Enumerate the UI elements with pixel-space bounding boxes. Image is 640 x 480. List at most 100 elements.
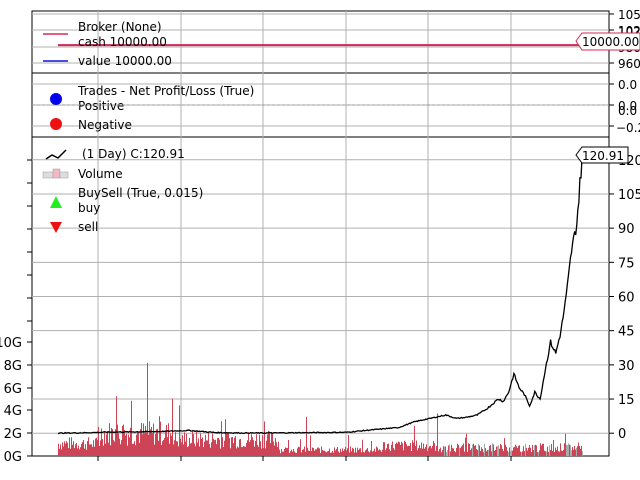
volume-bar (194, 443, 195, 456)
volume-bar (327, 451, 328, 456)
volume-bar (428, 448, 429, 456)
volume-bar (242, 447, 243, 456)
volume-bar (155, 434, 156, 456)
volume-bar (482, 448, 483, 456)
volume-bar (79, 449, 80, 456)
volume-bar (408, 445, 409, 456)
trades-legend-title: Trades - Net Profit/Loss (True) (77, 84, 254, 98)
volume-bar (326, 452, 327, 456)
volume-bar (399, 442, 400, 456)
volume-bar (306, 416, 307, 456)
price-y-tick-label: 15 (618, 393, 635, 408)
volume-bar (93, 440, 94, 456)
volume-bar (150, 429, 151, 456)
volume-bar (208, 432, 209, 456)
volume-bar (325, 451, 326, 456)
volume-bar (538, 451, 539, 456)
volume-bar (310, 435, 311, 456)
volume-bar (373, 450, 374, 456)
volume-bar (300, 439, 301, 456)
volume-bar (278, 441, 279, 456)
volume-bar (441, 452, 442, 456)
volume-bar (263, 448, 264, 456)
volume-bar (245, 446, 246, 456)
volume-bar (355, 447, 356, 456)
volume-bar (552, 450, 553, 456)
volume-bar (75, 444, 76, 456)
volume-bar (181, 442, 182, 456)
volume-bar (282, 451, 283, 456)
volume-bar (359, 448, 360, 456)
volume-bar (239, 439, 240, 456)
volume-bar (262, 435, 263, 456)
volume-bar (341, 451, 342, 456)
volume-bar (405, 441, 406, 456)
volume-bar (62, 442, 63, 456)
volume-bar (168, 423, 169, 456)
volume-bar (311, 451, 312, 456)
volume-bar (572, 446, 573, 456)
volume-bar (547, 446, 548, 456)
volume-bar (519, 445, 520, 456)
volume-bar (348, 435, 349, 456)
volume-bar (61, 449, 62, 456)
volume-bar (504, 438, 505, 456)
volume-bar (177, 441, 178, 456)
volume-bar (295, 452, 296, 456)
volume-bar (131, 400, 132, 456)
volume-bar (394, 449, 395, 456)
volume-bar (250, 440, 251, 456)
volume-bar (91, 444, 92, 456)
volume-bar (532, 444, 533, 456)
volume-bar (558, 451, 559, 456)
volume-bar (475, 445, 476, 456)
volume-bar (63, 446, 64, 456)
volume-bar (76, 442, 77, 456)
volume-bar (393, 448, 394, 456)
volume-bar (134, 441, 135, 456)
volume-bar (110, 445, 111, 456)
volume-bar (241, 446, 242, 456)
volume-bar (528, 447, 529, 456)
volume-bar (103, 445, 104, 456)
volume-bar (162, 441, 163, 456)
volume-bar (508, 452, 509, 456)
volume-bar (238, 447, 239, 456)
volume-bar (123, 424, 124, 456)
volume-bar (422, 448, 423, 456)
volume-bar (271, 431, 272, 456)
price-y-tick-label: 105 (618, 188, 640, 203)
volume-bar (582, 451, 583, 456)
volume-bar (484, 443, 485, 456)
volume-bar (480, 450, 481, 456)
volume-bar (340, 448, 341, 456)
volume-bar (222, 437, 223, 456)
volume-bar (392, 441, 393, 456)
volume-bar (573, 449, 574, 456)
volume-bar (129, 437, 130, 456)
volume-bar (506, 446, 507, 456)
volume-bar (376, 446, 377, 456)
price-series-line (57, 157, 583, 435)
volume-bar (334, 447, 335, 456)
volume-bar (85, 444, 86, 456)
volume-bar (125, 435, 126, 456)
volume-bar (182, 435, 183, 456)
volume-bar (124, 430, 125, 456)
legend-volume-swatch-mid (52, 168, 61, 179)
broker-last-value-label: 10000.00 (582, 35, 639, 49)
volume-bar (153, 423, 154, 456)
volume-bar (257, 444, 258, 456)
volume-bar (442, 450, 443, 456)
volume-bar (197, 442, 198, 456)
volume-bar (543, 443, 544, 456)
volume-bar (321, 446, 322, 456)
volume-bar (151, 426, 152, 456)
volume-bar (502, 448, 503, 456)
volume-bar (402, 443, 403, 456)
legend-volume-swatch-right (59, 171, 69, 179)
volume-bar (302, 449, 303, 456)
volume-bar (138, 432, 139, 456)
volume-bar (497, 446, 498, 456)
